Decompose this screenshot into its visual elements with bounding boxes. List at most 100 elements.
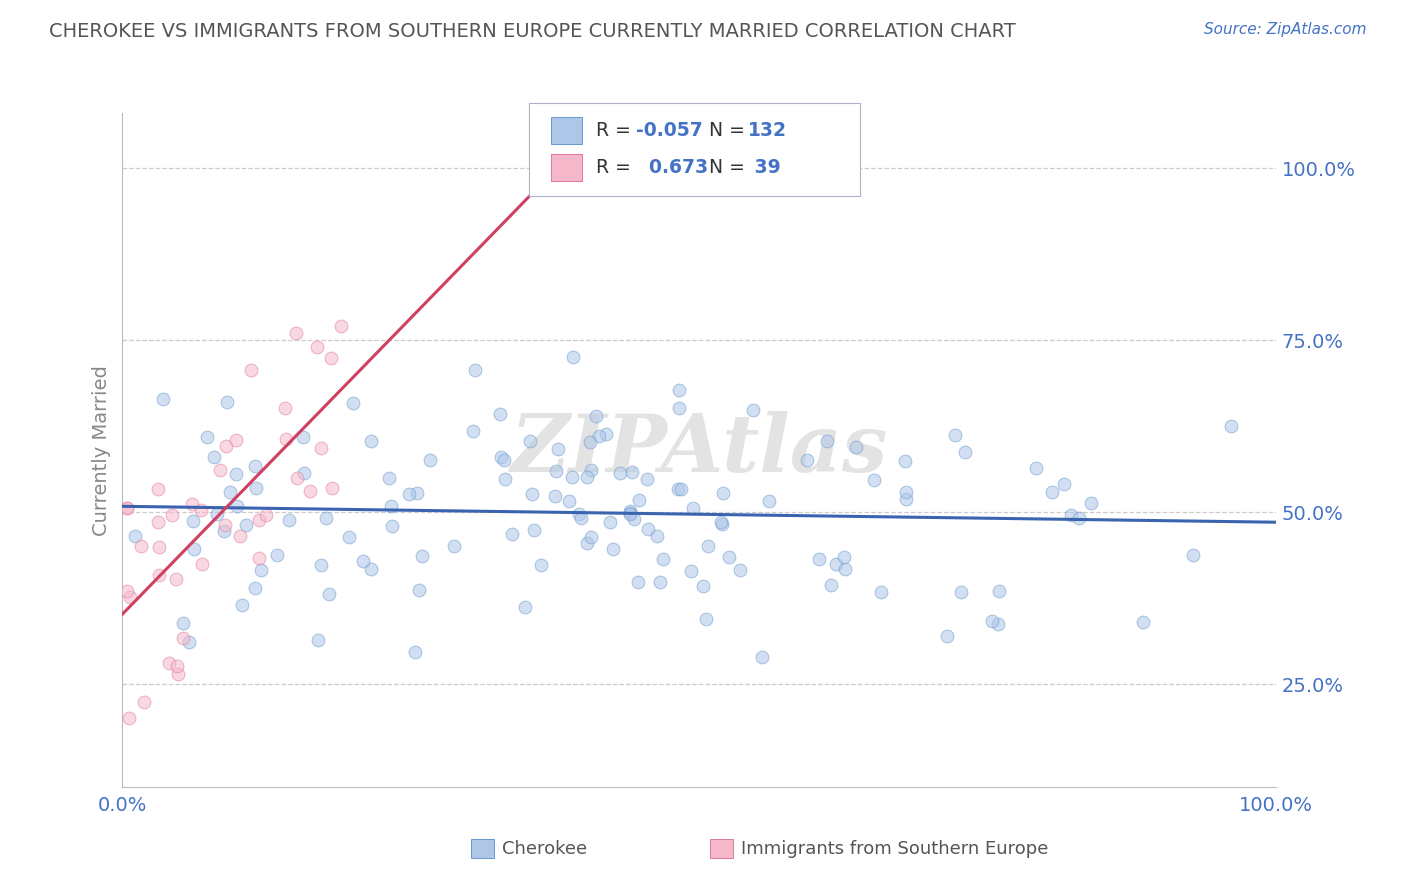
Point [742, 403, 765, 417]
Point [215, 394, 238, 409]
Point [285, 471, 308, 485]
Point [276, 433, 298, 447]
Point [284, 326, 307, 340]
Point [489, 450, 512, 464]
Point [247, 551, 270, 566]
Point [1040, 484, 1063, 499]
Point [578, 435, 600, 450]
Point [579, 462, 602, 476]
Point [623, 512, 645, 526]
Point [648, 575, 671, 590]
Point [568, 507, 591, 521]
Point [808, 552, 831, 566]
Point [404, 644, 426, 658]
Point [1067, 510, 1090, 524]
Point [619, 508, 641, 522]
Point [215, 439, 238, 453]
Point [235, 518, 257, 533]
Point [225, 467, 247, 481]
Point [309, 442, 332, 456]
Point [179, 635, 201, 649]
Point [214, 517, 236, 532]
Point [697, 539, 720, 553]
Point [319, 351, 342, 366]
Text: N =: N = [697, 158, 751, 178]
Point [513, 600, 536, 615]
Point [619, 504, 641, 518]
Point [315, 511, 337, 525]
Point [226, 499, 249, 513]
Point [205, 507, 228, 521]
Point [183, 541, 205, 556]
Point [166, 659, 188, 673]
Point [645, 529, 668, 543]
Point [544, 490, 567, 504]
Point [330, 319, 353, 334]
Point [943, 428, 966, 442]
Point [758, 494, 780, 508]
Point [219, 485, 242, 500]
Point [172, 632, 194, 646]
Point [987, 617, 1010, 632]
Point [243, 458, 266, 473]
Point [152, 392, 174, 406]
Point [530, 558, 553, 572]
Point [342, 396, 364, 410]
Point [148, 568, 170, 582]
Point [519, 434, 541, 448]
Point [751, 649, 773, 664]
Point [599, 515, 621, 529]
Point [160, 508, 183, 523]
Point [250, 563, 273, 577]
Point [299, 484, 322, 499]
Point [710, 515, 733, 529]
Point [277, 513, 299, 527]
Point [796, 452, 818, 467]
Point [692, 579, 714, 593]
Point [337, 530, 360, 544]
Point [380, 499, 402, 513]
Point [307, 633, 329, 648]
Point [949, 585, 972, 599]
Point [520, 487, 543, 501]
Point [935, 629, 957, 643]
Point [115, 501, 138, 516]
Text: Immigrants from Southern Europe: Immigrants from Southern Europe [741, 840, 1049, 858]
Point [419, 452, 441, 467]
Point [378, 471, 401, 485]
Point [360, 434, 382, 449]
Point [243, 582, 266, 596]
Point [291, 430, 314, 444]
Point [1182, 548, 1205, 562]
Point [666, 482, 689, 496]
Text: ZIPAtlas: ZIPAtlas [510, 411, 889, 489]
Point [576, 469, 599, 483]
Point [561, 470, 583, 484]
Point [247, 513, 270, 527]
Point [411, 549, 433, 564]
Point [360, 562, 382, 576]
Point [636, 473, 658, 487]
Point [309, 558, 332, 573]
Point [190, 503, 212, 517]
Point [1025, 460, 1047, 475]
Point [609, 467, 631, 481]
Point [695, 612, 717, 626]
Point [146, 516, 169, 530]
Point [165, 572, 187, 586]
Point [245, 481, 267, 495]
Text: 39: 39 [748, 158, 780, 178]
Point [679, 564, 702, 578]
Text: 132: 132 [748, 120, 787, 140]
Point [461, 424, 484, 438]
Point [202, 450, 225, 464]
Point [652, 552, 675, 566]
Point [225, 434, 247, 448]
Point [166, 666, 188, 681]
Point [562, 350, 585, 364]
Point [115, 501, 138, 516]
Point [1080, 496, 1102, 510]
Point [682, 501, 704, 516]
Point [544, 464, 567, 478]
Point [832, 549, 855, 564]
